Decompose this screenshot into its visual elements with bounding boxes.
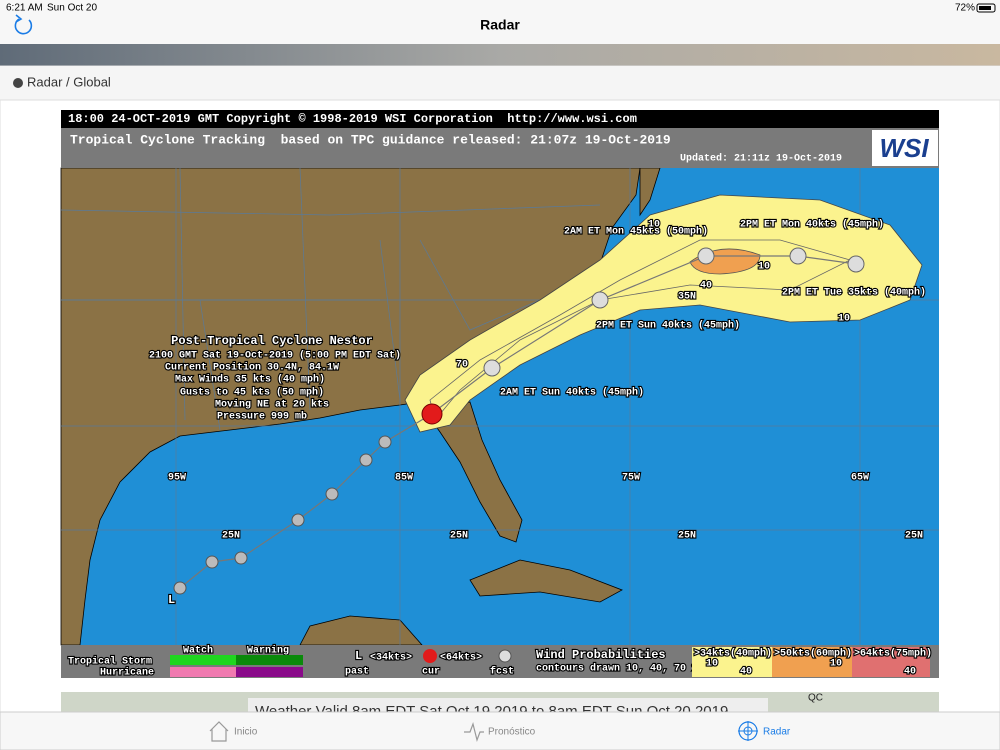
tab-radar[interactable]: Radar: [738, 721, 791, 741]
banner: [61, 110, 939, 128]
map-updated: Updated: 21:11z 19-Oct-2019: [680, 153, 842, 165]
status-time: 6:21 AM: [6, 3, 43, 14]
key-label: >50kts(60mph): [774, 648, 852, 660]
globe-icon: [13, 78, 23, 88]
grid-label: 35N: [678, 292, 696, 303]
key-label: >34kts(40mph): [694, 648, 772, 660]
grid-label: 95W: [168, 473, 186, 484]
storm-detail: Pressure 999 mb: [217, 411, 307, 423]
map-heading: Tropical Cyclone Tracking based on TPC g…: [70, 132, 671, 147]
legend-past: past: [345, 667, 369, 678]
forecast-positions: [483, 247, 865, 377]
storm-detail: 2100 GMT Sat 19-Oct-2019 (5:00 PM EDT Sa…: [149, 350, 401, 362]
contour-label: 10: [838, 314, 850, 325]
land-cuba: [469, 559, 623, 603]
key-label: >64kts(75mph): [854, 648, 932, 660]
legend-cur: cur: [422, 667, 440, 678]
legend-cur-icon: [423, 649, 437, 663]
legend-past-symbol: L: [355, 649, 362, 663]
legend-swatch: [236, 655, 303, 665]
breadcrumb: Radar / Global: [27, 74, 111, 89]
battery-icon: [976, 3, 996, 13]
past-positions: [173, 435, 392, 595]
key-value: 40: [740, 667, 752, 678]
contour-label: 40: [700, 281, 712, 292]
key-swatch: [772, 647, 852, 677]
forecast-label: 2PM ET Sun 40kts (45mph): [596, 320, 740, 332]
grid-label: 65W: [851, 473, 869, 484]
legend-hurricane: Hurricane: [100, 667, 154, 679]
key-swatch: [692, 647, 772, 677]
nav-bar: [0, 0, 1000, 44]
legend-fcst: fcst: [490, 666, 514, 678]
grid-label: 85W: [395, 473, 413, 484]
past-marker: L: [168, 593, 175, 607]
current-position: [421, 403, 443, 425]
key-value: 40: [904, 667, 916, 678]
storm-detail: Gusts to 45 kts (50 mph): [180, 387, 324, 399]
grid-label: 25N: [678, 531, 696, 542]
tab-bar: [0, 711, 1000, 750]
map-header: [61, 128, 939, 168]
refresh-button[interactable]: [14, 14, 33, 35]
battery-level: [979, 6, 991, 10]
grid-label: 25N: [222, 531, 240, 542]
legend-title: Wind Probabilities: [536, 648, 666, 662]
forecast-label: 2PM ET Mon 40kts (45mph): [740, 219, 884, 231]
tab-inicio[interactable]: Inicio: [209, 721, 258, 742]
legend-low: <34kts>: [370, 652, 412, 664]
legend-fcst-icon: [498, 649, 512, 663]
header-strip: [0, 44, 1000, 66]
legend-swatch: [170, 667, 236, 677]
panel-header: [0, 66, 1000, 100]
contour-label: 10: [648, 220, 660, 231]
contour-label: 10: [758, 262, 770, 273]
storm-detail: Max Winds 35 kts (40 mph): [175, 374, 325, 386]
storm-detail: Current Position 30.4N, 84.1W: [165, 362, 339, 374]
status-date: Sun Oct 20: [47, 3, 97, 14]
legend-swatch: [236, 667, 303, 677]
logo: WSI: [879, 133, 929, 163]
grid-label: 25N: [450, 531, 468, 542]
tab-label: Pronóstico: [488, 727, 536, 738]
next-image-label: QC: [808, 693, 823, 704]
grid-label: 25N: [905, 531, 923, 542]
legend-warning: Warning: [247, 645, 289, 657]
tab-pronostico[interactable]: Pronóstico: [464, 721, 536, 743]
legend-high: <64kts>: [440, 652, 482, 664]
next-image-title-box: [248, 698, 768, 712]
key-value: 10: [830, 659, 842, 670]
tab-label: Radar: [763, 727, 791, 738]
key-value: 10: [706, 659, 718, 670]
nav-title: Radar: [480, 17, 520, 33]
banner-text: 18:00 24-OCT-2019 GMT Copyright © 1998-2…: [68, 112, 637, 126]
storm-name: Post-Tropical Cyclone Nestor: [171, 334, 373, 348]
status-battery: 72%: [955, 3, 975, 14]
forecast-label: 2AM ET Sun 40kts (45mph): [500, 387, 644, 399]
grid-label: 75W: [622, 473, 640, 484]
wind-probability-40: [429, 239, 852, 421]
forecast-label: 2PM ET Tue 35kts (40mph): [782, 287, 926, 299]
storm-detail: Moving NE at 20 kts: [215, 399, 329, 411]
lat-lon-grid: [61, 168, 939, 645]
legend-tropical-storm: Tropical Storm: [68, 656, 152, 668]
key-swatch: [852, 647, 930, 677]
logo-box: [872, 130, 938, 166]
forecast-label: 2AM ET Mon 45kts (50mph): [564, 226, 708, 238]
legend-watch: Watch: [183, 645, 213, 657]
legend-swatch: [170, 655, 236, 665]
radar-map: L Post-Tropical Cyclone Nestor 2100 GMT …: [60, 110, 939, 680]
contour-label: 70: [456, 360, 468, 371]
legend-subtitle: contours drawn 10, 40, 70 %: [536, 663, 698, 675]
tab-label: Inicio: [234, 727, 258, 738]
